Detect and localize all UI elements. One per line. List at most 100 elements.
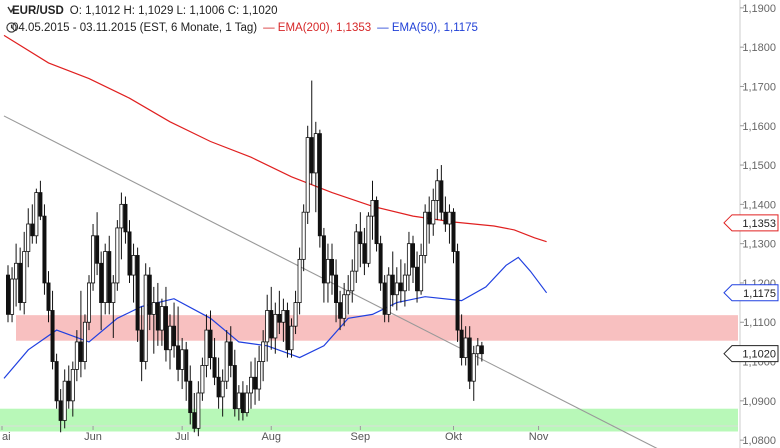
candle-up — [471, 353, 476, 382]
candle-up — [447, 211, 452, 225]
y-tick-label: 1,0900 — [742, 396, 776, 408]
candle-down — [277, 313, 282, 323]
x-tick-label: Okt — [445, 431, 462, 443]
candle-up — [463, 337, 468, 359]
price-tag-label: 1,1353 — [742, 218, 776, 230]
candle-up — [204, 329, 209, 366]
y-tick-label: 1,1500 — [742, 160, 776, 172]
candle-up — [297, 258, 302, 303]
candle-up — [394, 282, 399, 296]
candle-up — [293, 302, 298, 327]
candle-up — [103, 251, 108, 303]
candle-down — [188, 380, 193, 414]
ema200-label: EMA(200) — [277, 22, 330, 34]
candle-up — [14, 262, 19, 280]
candle-down — [135, 255, 140, 331]
candle-down — [390, 274, 395, 296]
ema50-value: 1,1175 — [443, 22, 478, 34]
price-tag — [723, 345, 779, 363]
ohlc-values: O: 1,1012 H: 1,1029 L: 1,1006 C: 1,1020 — [69, 5, 278, 17]
y-tick-label: 1,1300 — [742, 239, 776, 251]
candle-up — [313, 133, 318, 174]
candle-up — [366, 215, 371, 264]
candle-up — [196, 392, 201, 429]
candle-down — [398, 282, 403, 292]
candle-up — [62, 380, 67, 421]
candle-down — [18, 262, 23, 303]
candle-up — [244, 392, 249, 414]
candle-down — [467, 337, 472, 382]
candle-down — [208, 329, 213, 359]
candle-up — [435, 180, 440, 201]
candle-down — [443, 211, 448, 225]
candle-up — [346, 290, 351, 296]
y-tick-label: 1,1900 — [742, 3, 776, 15]
candle-up — [301, 211, 306, 260]
candle-up — [111, 282, 116, 303]
chart-header-row-1: EUR/USD O: 1,1012 H: 1,1029 L: 1,1006 C: … — [6, 5, 284, 17]
candle-up — [257, 361, 262, 390]
candle-down — [415, 266, 420, 292]
candle-up — [91, 235, 96, 284]
x-tick-label: Aug — [261, 431, 281, 443]
candle-up — [261, 341, 266, 362]
candle-up — [34, 192, 39, 237]
date-range: 04.05.2015 - 03.11.2015 (EST, 6 Monate, … — [12, 22, 258, 34]
candle-up — [406, 243, 411, 276]
candle-down — [78, 341, 83, 362]
candle-down — [58, 400, 63, 421]
candle-down — [232, 365, 237, 410]
candle-down — [123, 203, 128, 233]
candle-up — [431, 200, 436, 225]
support-zone — [0, 408, 738, 432]
candle-up — [200, 365, 205, 394]
candle-down — [38, 192, 43, 217]
candle-down — [163, 306, 168, 351]
y-tick-label: 1,1100 — [743, 317, 776, 329]
candle-down — [42, 215, 47, 284]
ema200-value: 1,1353 — [335, 22, 372, 34]
candle-up — [87, 282, 92, 323]
candle-down — [147, 274, 152, 315]
candle-up — [10, 278, 15, 315]
candle-up — [402, 274, 407, 292]
chart-header-row-2: 04.05.2015 - 03.11.2015 (EST, 6 Monate, … — [6, 22, 484, 34]
candle-down — [362, 243, 367, 264]
ema50-line — [3, 256, 548, 379]
candle-up — [273, 313, 278, 339]
candle-up — [22, 251, 27, 303]
ema200-legend: — EMA(200), 1,1353 — [263, 22, 372, 34]
candle-down — [192, 412, 197, 429]
candle-up — [325, 258, 330, 284]
candle-down — [95, 235, 100, 264]
candle-down — [228, 341, 233, 366]
candle-up — [386, 274, 391, 315]
candle-down — [285, 310, 290, 351]
candle-down — [358, 231, 363, 245]
candle-up — [115, 227, 120, 284]
candle-down — [139, 329, 144, 362]
ema50-legend: — EMA(50), 1,1175 — [377, 22, 478, 34]
candle-down — [321, 235, 326, 284]
candle-down — [46, 282, 51, 311]
candle-down — [455, 251, 460, 331]
candle-up — [350, 270, 355, 292]
y-tick-label: 1,1700 — [742, 81, 776, 93]
candle-up — [220, 380, 225, 398]
candle-down — [127, 231, 132, 276]
candle-down — [317, 133, 322, 237]
candle-down — [451, 211, 456, 252]
candle-down — [240, 392, 245, 414]
candle-up — [167, 325, 172, 351]
x-tick-label: Jun — [84, 431, 102, 443]
x-tick-label: ai — [2, 431, 11, 443]
candle-up — [419, 255, 424, 292]
candle-up — [70, 369, 75, 402]
candle-down — [66, 380, 71, 402]
price-tag-label: 1,1020 — [742, 349, 776, 361]
candle-up — [224, 341, 229, 382]
candle-down — [378, 243, 383, 284]
y-tick-label: 1,1800 — [742, 42, 776, 54]
